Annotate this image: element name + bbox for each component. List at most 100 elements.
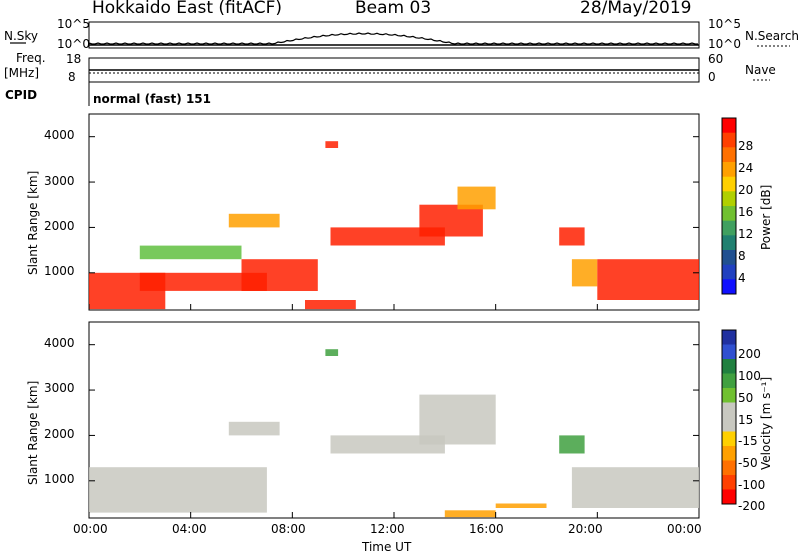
velocity-colorbar-swatch xyxy=(722,417,736,432)
power-colorbar-swatch xyxy=(722,147,736,163)
freq-tick-top: 18 xyxy=(66,52,82,66)
velocity-colorbar-frame xyxy=(721,329,737,505)
freq-label-1: Freq. xyxy=(16,51,46,65)
power-colorbar-frame xyxy=(721,117,737,295)
station-title: Hokkaido East (fitACF) xyxy=(92,0,283,18)
velocity-echo-region xyxy=(444,510,496,518)
power-echo-region xyxy=(571,259,598,287)
nsearch-label: N.Search xyxy=(745,29,800,43)
velocity-cbar-tick: -15 xyxy=(738,434,758,448)
x-tick: 08:00 xyxy=(271,522,306,536)
power-cbar-tick: 4 xyxy=(738,271,746,285)
power-colorbar-swatch xyxy=(722,235,736,251)
power-colorbar-swatch xyxy=(722,191,736,207)
power-colorbar-swatch xyxy=(722,250,736,266)
nave-tick-top: 60 xyxy=(708,52,724,66)
power-echo-region xyxy=(419,204,483,237)
x-tick: 12:00 xyxy=(370,522,405,536)
power-colorbar-swatch xyxy=(722,264,736,280)
velocity-colorbar-swatch xyxy=(722,373,736,389)
power-echo-region xyxy=(330,227,445,246)
date-title: 28/May/2019 xyxy=(580,0,692,18)
velocity-cbar-tick: 200 xyxy=(738,347,761,361)
velocity-colorbar-swatch xyxy=(722,475,736,490)
power-cbar-tick: 8 xyxy=(738,249,746,263)
power-echo-region xyxy=(597,259,699,300)
velocity-cbar-tick: 100 xyxy=(738,369,761,383)
x-tick: 04:00 xyxy=(172,522,207,536)
power-ytick: 2000 xyxy=(44,219,75,233)
cpid-label: CPID xyxy=(5,88,38,102)
velocity-echo-region xyxy=(571,467,699,508)
power-ytick: 1000 xyxy=(44,264,75,278)
velocity-ytick: 3000 xyxy=(44,381,75,395)
nave-label: Nave xyxy=(745,63,776,77)
x-axis-label: Time UT xyxy=(362,540,412,554)
power-echo-region xyxy=(139,272,267,291)
power-echo-region xyxy=(559,227,585,246)
x-tick: 20:00 xyxy=(568,522,603,536)
velocity-ytick: 2000 xyxy=(44,427,75,441)
velocity-colorbar-swatch xyxy=(722,446,736,461)
freq-tick-bottom: 8 xyxy=(68,70,76,84)
velocity-ytick: 1000 xyxy=(44,472,75,486)
nsky-tick-top: 10^5 xyxy=(57,17,90,31)
velocity-ytick: 4000 xyxy=(44,336,75,350)
power-colorbar-swatch xyxy=(722,279,736,295)
power-cbar-tick: 16 xyxy=(738,205,754,219)
power-cbar-tick: 24 xyxy=(738,161,754,175)
x-tick: 00:00 xyxy=(667,522,702,536)
velocity-echo-region xyxy=(330,435,445,454)
power-ytick: 3000 xyxy=(44,174,75,188)
power-colorbar-swatch xyxy=(722,118,736,134)
nave-tick-bottom: 0 xyxy=(708,70,716,84)
power-echo-region xyxy=(457,186,496,210)
velocity-colorbar-swatch xyxy=(722,402,736,418)
velocity-echo-region xyxy=(89,467,267,513)
power-echo-region xyxy=(305,300,356,310)
power-colorbar-swatch xyxy=(722,176,736,192)
power-cbar-tick: 20 xyxy=(738,183,754,197)
velocity-cbar-tick: -50 xyxy=(738,456,758,470)
velocity-echo-region xyxy=(325,349,339,356)
power-echo-region xyxy=(241,259,318,291)
velocity-echo-region xyxy=(559,435,585,454)
velocity-cbar-tick: 50 xyxy=(738,391,754,405)
power-colorbar-swatch xyxy=(722,220,736,236)
velocity-colorbar-swatch xyxy=(722,388,736,403)
beam-title: Beam 03 xyxy=(355,0,432,18)
velocity-colorbar-swatch xyxy=(722,489,736,505)
power-echo-region xyxy=(228,213,280,228)
velocity-colorbar-swatch xyxy=(722,460,736,476)
velocity-echo-region xyxy=(495,503,547,508)
power-colorbar-swatch xyxy=(722,132,736,148)
velocity-colorbar-swatch xyxy=(722,330,736,345)
power-colorbar-swatch xyxy=(722,162,736,178)
power-echo-region xyxy=(139,245,242,260)
velocity-colorbar-swatch xyxy=(722,359,736,374)
nsky-tick-bottom: 10^0 xyxy=(57,37,90,51)
velocity-cbar-tick: 15 xyxy=(738,413,754,427)
nsearch-tick-top: 10^5 xyxy=(708,17,741,31)
power-cbar-tick: 28 xyxy=(738,139,754,153)
power-colorbar-swatch xyxy=(722,206,736,222)
x-tick: 00:00 xyxy=(73,522,108,536)
velocity-colorbar-swatch xyxy=(722,344,736,360)
cpid-text: normal (fast) 151 xyxy=(93,92,211,106)
velocity-echo-region xyxy=(419,394,496,445)
velocity-cbar-tick: -100 xyxy=(738,478,766,492)
nsky-label: N.Sky xyxy=(4,29,39,43)
freq-label-2: [MHz] xyxy=(4,66,40,80)
nsearch-tick-bottom: 10^0 xyxy=(708,37,741,51)
power-echo-region xyxy=(325,141,339,148)
velocity-echo-region xyxy=(228,421,280,436)
x-tick: 16:00 xyxy=(469,522,504,536)
velocity-cbar-tick: -200 xyxy=(738,499,766,513)
power-ytick: 4000 xyxy=(44,128,75,142)
velocity-colorbar-swatch xyxy=(722,431,736,447)
nsky-line xyxy=(88,32,698,45)
power-cbar-tick: 12 xyxy=(738,227,754,241)
